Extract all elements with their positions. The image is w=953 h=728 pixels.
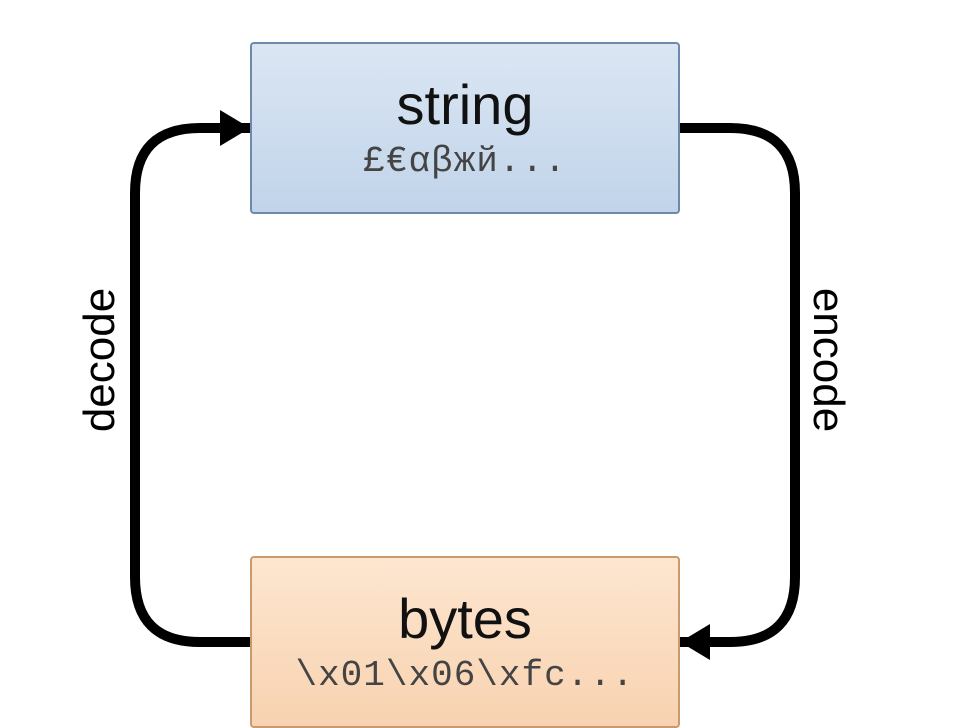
bytes-node-subtitle: \x01\x06\xfc... [295, 656, 634, 696]
bytes-node-title: bytes [398, 588, 532, 650]
string-node-title: string [397, 74, 534, 136]
decode-label: decode [75, 288, 125, 432]
encode-label: encode [803, 288, 853, 432]
string-node-subtitle: £€αβжй... [363, 142, 566, 182]
diagram-stage: string £€αβжй... bytes \x01\x06\xfc... e… [0, 0, 953, 728]
string-node: string £€αβжй... [250, 42, 680, 214]
bytes-node: bytes \x01\x06\xfc... [250, 556, 680, 728]
